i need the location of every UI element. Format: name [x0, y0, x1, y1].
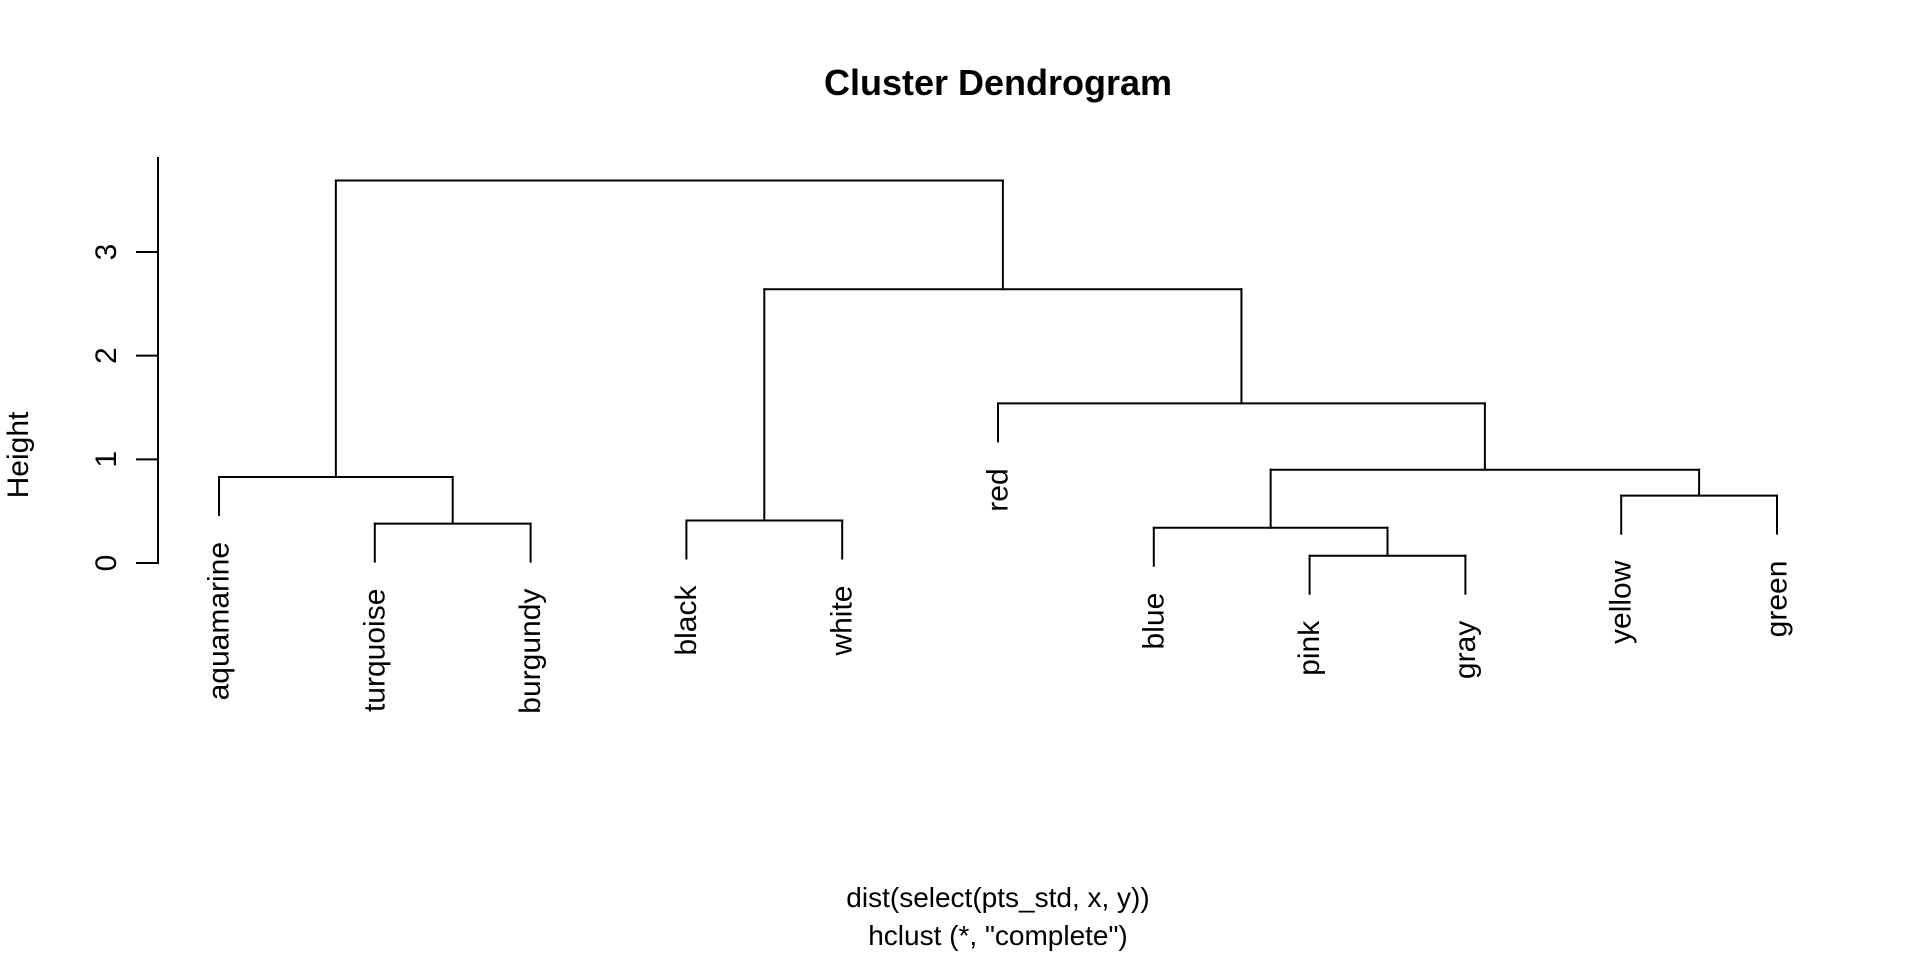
leaf-label-blue: blue	[1137, 593, 1170, 650]
leaf-label-green: green	[1761, 561, 1794, 638]
leaf-label-white: white	[826, 585, 859, 656]
leaf-label-gray: gray	[1449, 621, 1482, 679]
y-axis-tick-label: 0	[90, 555, 123, 572]
leaf-label-aquamarine: aquamarine	[203, 542, 236, 700]
caption-hclust-call: hclust (*, "complete")	[868, 920, 1128, 951]
y-axis-title: Height	[2, 411, 35, 498]
caption-distance-call: dist(select(pts_std, x, y))	[846, 882, 1149, 913]
y-axis-tick-label: 1	[90, 451, 123, 468]
leaf-label-pink: pink	[1293, 620, 1326, 676]
chart-title: Cluster Dendrogram	[824, 62, 1172, 103]
leaf-label-burgundy: burgundy	[514, 589, 547, 714]
leaf-label-red: red	[982, 468, 1015, 511]
leaf-label-turquoise: turquoise	[358, 589, 391, 712]
leaf-label-yellow: yellow	[1605, 560, 1638, 644]
leaf-label-black: black	[670, 585, 703, 656]
y-axis-tick-label: 3	[90, 244, 123, 261]
y-axis-tick-label: 2	[90, 347, 123, 364]
